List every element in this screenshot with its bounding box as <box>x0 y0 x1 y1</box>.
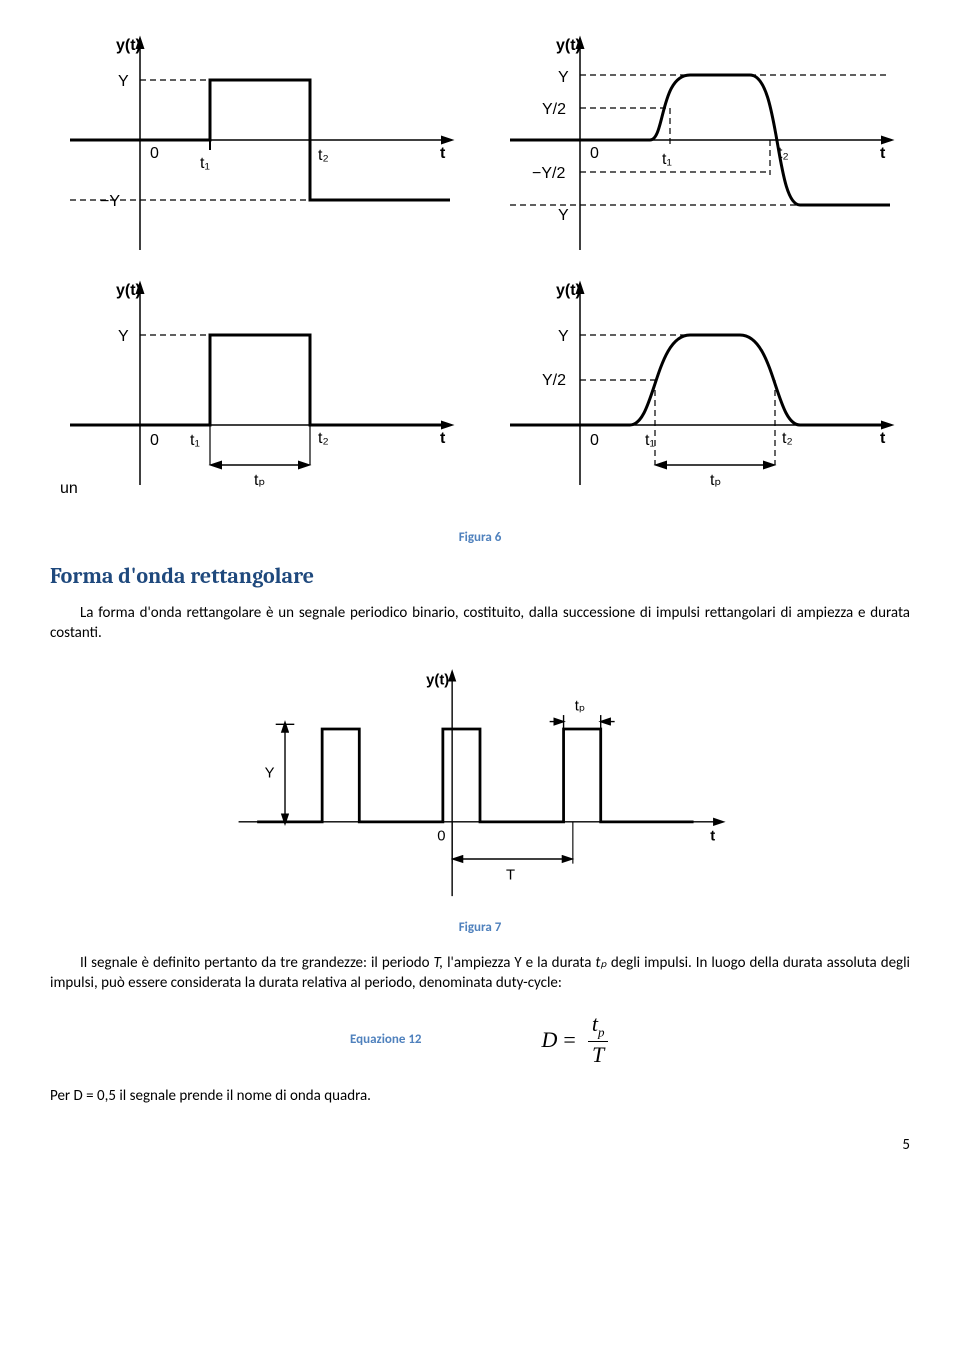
para2-b: l'ampiezza Y e la durata <box>443 954 595 972</box>
para2-tp: tₚ <box>595 954 606 972</box>
ytick-negY: Y <box>558 207 569 224</box>
figure6-bottom-left: tₚ Y 0 t₁ t₂ y(t) t un <box>50 275 470 510</box>
xlabel: t <box>710 828 715 844</box>
xlabel: t <box>880 145 886 162</box>
xtick-t2: t₂ <box>318 147 329 164</box>
ylabel: y(t) <box>116 37 141 54</box>
ylabel: y(t) <box>116 282 141 299</box>
tp-label: tₚ <box>710 472 721 489</box>
ytick-Y: Y <box>265 765 275 781</box>
xtick-0: 0 <box>150 432 159 449</box>
paragraph-2: Il segnale è definito pertanto da tre gr… <box>50 953 910 994</box>
ylabel: y(t) <box>426 672 449 688</box>
xtick-t1: t₁ <box>662 151 672 168</box>
eq-lhs: D <box>542 1027 558 1053</box>
xtick-0: 0 <box>437 828 445 844</box>
paragraph-3: Per D = 0,5 il segnale prende il nome di… <box>50 1086 910 1106</box>
ytick-negYhalf: −Y/2 <box>532 165 565 182</box>
figure6-caption: Figura 6 <box>50 530 910 545</box>
figure6-bottom-right: tₚ Y Y/2 0 t₁ t₂ y(t) t <box>490 275 910 510</box>
page-number: 5 <box>50 1136 910 1154</box>
ytick-negY: −Y <box>100 193 120 210</box>
equation-label: Equazione 12 <box>350 1032 422 1047</box>
xtick-0: 0 <box>590 432 599 449</box>
paragraph-1: La forma d'onda rettangolare è un segnal… <box>50 603 910 644</box>
figure6-top-right: Y Y/2 0 −Y/2 Y t₁ t₂ y(t) t <box>490 30 910 265</box>
para2-a: Il segnale è definito pertanto da tre gr… <box>80 954 434 972</box>
xlabel: t <box>440 145 446 162</box>
ytick-Y: Y <box>558 328 569 345</box>
xtick-0: 0 <box>590 145 599 162</box>
xtick-t2: t₂ <box>318 430 329 447</box>
eq-num-sub: p <box>598 1025 605 1040</box>
eq-equals: = <box>563 1027 575 1053</box>
T-label: T <box>506 867 515 883</box>
figure7-caption: Figura 7 <box>50 920 910 935</box>
section-heading: Forma d'onda rettangolare <box>50 563 910 589</box>
ylabel: y(t) <box>556 282 581 299</box>
equation-12: Equazione 12 D = tp T <box>350 1013 910 1065</box>
eq-den: T <box>588 1042 608 1066</box>
xtick-t2: t₂ <box>782 430 793 447</box>
figure7-container: Y tₚ 0 T y(t) t <box>50 664 910 910</box>
xtick-t1: t₁ <box>200 155 210 172</box>
xlabel: t <box>440 430 446 447</box>
xlabel: t <box>880 430 886 447</box>
ylabel: y(t) <box>556 37 581 54</box>
xtick-0: 0 <box>150 145 159 162</box>
xtick-t1: t₁ <box>645 432 655 449</box>
equation-body: D = tp T <box>542 1013 609 1065</box>
side-label: un <box>60 480 78 497</box>
ytick-Y: Y <box>118 73 129 90</box>
ytick-Yhalf: Y/2 <box>542 372 566 389</box>
xtick-t1: t₁ <box>190 432 200 449</box>
ytick-Yhalf: Y/2 <box>542 101 566 118</box>
figure6-grid: Y 0 −Y t₁ t₂ y(t) t <box>50 30 910 510</box>
para2-T: T, <box>434 954 444 972</box>
ytick-Y: Y <box>118 328 129 345</box>
xtick-t2: t₂ <box>778 145 789 162</box>
tp-label: tₚ <box>575 698 585 714</box>
tp-label: tₚ <box>254 472 265 489</box>
figure6-top-left: Y 0 −Y t₁ t₂ y(t) t <box>50 30 470 265</box>
eq-fraction: tp T <box>588 1013 609 1065</box>
ytick-Y: Y <box>558 69 569 86</box>
